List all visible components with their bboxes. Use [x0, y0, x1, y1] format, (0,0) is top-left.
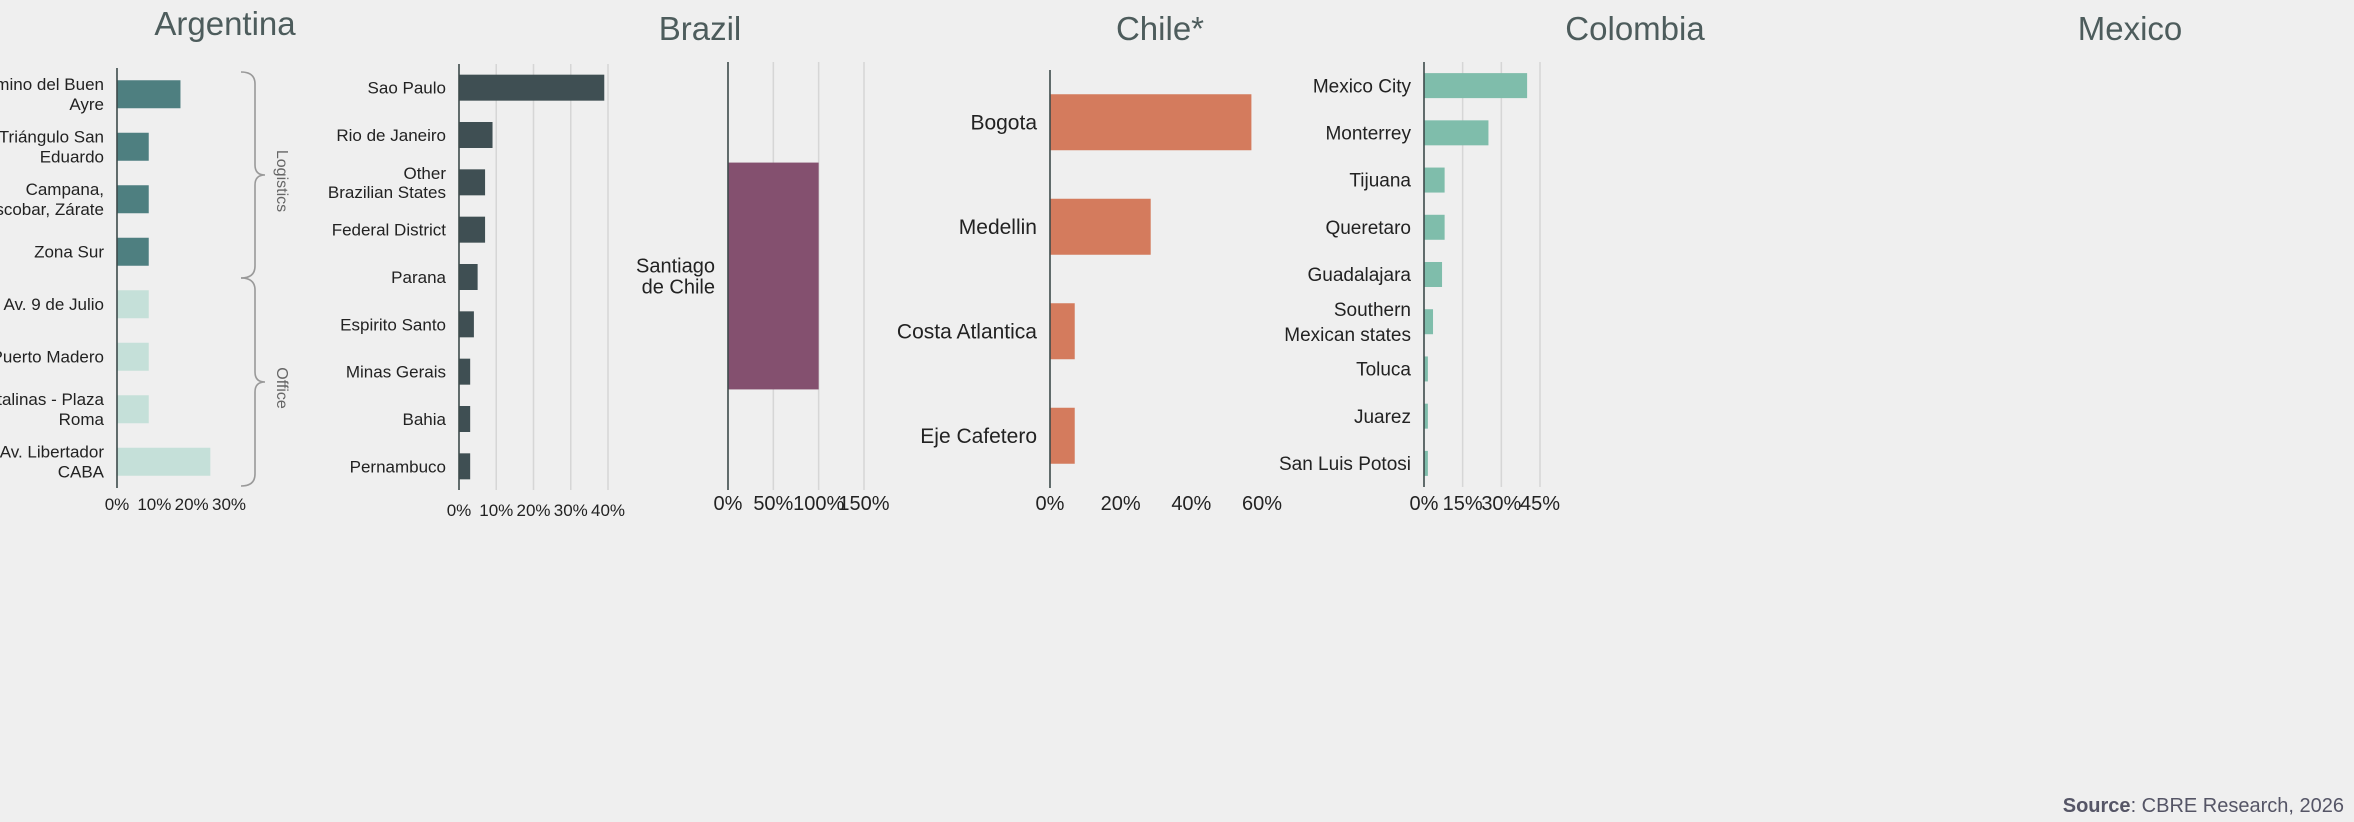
chile-tick-label: 100%: [793, 493, 844, 515]
argentina-bar: [117, 447, 211, 476]
argentina-category-label: Zona Sur: [34, 243, 104, 262]
panel-title-argentina: Argentina: [154, 5, 296, 42]
brazil-bar: [459, 264, 478, 290]
mexico-bar: [1424, 356, 1428, 382]
colombia-category-label: Eje Cafetero: [920, 425, 1037, 448]
colombia-bar: [1050, 407, 1075, 464]
mexico-category-label: Mexico City: [1313, 76, 1412, 97]
brazil-category-label: Rio de Janeiro: [336, 126, 446, 145]
mexico-category-label: Monterrey: [1325, 123, 1411, 144]
mexico-bar: [1424, 214, 1445, 240]
argentina-bar: [117, 395, 149, 424]
mexico-category-label: Tijuana: [1349, 171, 1411, 192]
chile-tick-label: 50%: [753, 493, 793, 515]
mexico-tick-label: 15%: [1443, 493, 1483, 515]
brazil-bar: [459, 406, 471, 432]
brazil-category-label: Pernambuco: [350, 457, 446, 476]
mexico-bar: [1424, 403, 1428, 429]
argentina-group-bracket: [240, 71, 266, 279]
argentina-category-label: Campana,Escobar, Zárate: [0, 180, 104, 219]
chile-tick-label: 0%: [714, 493, 743, 515]
argentina-group-label: Logistics: [273, 150, 290, 212]
colombia-tick-label: 20%: [1101, 493, 1141, 515]
mexico-category-label: Juarez: [1354, 407, 1411, 428]
brazil-bar: [459, 169, 486, 196]
panel-title-colombia: Colombia: [1565, 10, 1705, 47]
colombia-category-label: Costa Atlantica: [897, 321, 1037, 344]
colombia-category-label: Bogota: [970, 112, 1037, 135]
mexico-tick-label: 0%: [1410, 493, 1439, 515]
brazil-bar: [459, 453, 471, 480]
argentina-tick-label: 20%: [175, 495, 209, 514]
panel-title-brazil: Brazil: [658, 10, 742, 47]
brazil-category-label: Federal District: [332, 221, 447, 240]
mexico-bar: [1424, 450, 1428, 476]
argentina-tick-label: 0%: [105, 495, 130, 514]
argentina-bar: [117, 80, 181, 109]
brazil-category-label: Parana: [391, 268, 446, 287]
brazil-bar: [459, 358, 471, 385]
colombia-tick-label: 60%: [1242, 493, 1282, 515]
argentina-tick-label: 10%: [137, 495, 171, 514]
brazil-category-label: Minas Gerais: [346, 363, 446, 382]
argentina-bar: [117, 237, 149, 266]
brazil-category-label: Bahia: [403, 410, 447, 429]
brazil-category-label: Sao Paulo: [368, 79, 446, 98]
source-label: Source: [2062, 795, 2131, 817]
brazil-category-label: Other Brazilian States: [328, 164, 446, 202]
argentina-bar: [117, 342, 149, 371]
mexico-bar: [1424, 73, 1528, 99]
brazil-tick-label: 40%: [591, 501, 625, 520]
mexico-category-label: Southern Mexican states: [1284, 300, 1411, 346]
argentina-category-label: Puerto Madero: [0, 348, 104, 367]
panel-title-mexico: Mexico: [2077, 10, 2183, 47]
mexico-bar: [1424, 120, 1489, 146]
brazil-tick-label: 30%: [554, 501, 588, 520]
mexico-bar: [1424, 262, 1443, 287]
argentina-bar: [117, 290, 149, 319]
colombia-category-label: Medellin: [959, 216, 1037, 239]
brazil-bar: [459, 216, 486, 243]
brazil-bar: [459, 311, 474, 338]
brazil-tick-label: 0%: [447, 501, 472, 520]
argentina-bar: [117, 185, 149, 214]
argentina-category-label: Av. 9 de Julio: [4, 295, 105, 314]
mexico-category-label: Queretaro: [1325, 218, 1411, 239]
argentina-tick-label: 30%: [212, 495, 246, 514]
mexico-category-label: San Luis Potosi: [1279, 454, 1411, 475]
source-note: Source: CBRE Research, 2026: [2063, 795, 2344, 818]
colombia-bar: [1050, 303, 1075, 360]
argentina-group-bracket: [240, 277, 266, 487]
argentina-bar: [117, 132, 149, 161]
mexico-tick-label: 45%: [1520, 493, 1560, 515]
brazil-tick-label: 10%: [479, 501, 513, 520]
mexico-category-label: Toluca: [1356, 360, 1411, 381]
brazil-bar: [459, 122, 493, 148]
argentina-category-label: Triángulo San Eduardo: [0, 128, 104, 167]
colombia-tick-label: 0%: [1036, 493, 1065, 515]
source-text: : CBRE Research, 2026: [2130, 795, 2344, 817]
mexico-category-label: Guadalajara: [1307, 265, 1411, 286]
chile-bar: [728, 162, 819, 390]
chile-tick-label: 150%: [838, 493, 889, 515]
brazil-category-label: Espirito Santo: [340, 315, 446, 334]
mexico-bar: [1424, 167, 1445, 193]
chile-category-label: Santiago de Chile: [636, 256, 715, 299]
argentina-category-label: Av. Libertador CABA: [0, 443, 105, 482]
colombia-tick-label: 40%: [1171, 493, 1211, 515]
colombia-bar: [1050, 198, 1151, 255]
brazil-tick-label: 20%: [516, 501, 550, 520]
colombia-bar: [1050, 94, 1252, 151]
mexico-tick-label: 30%: [1481, 493, 1521, 515]
argentina-group-label: Office: [273, 367, 290, 409]
brazil-bar: [459, 74, 605, 101]
mexico-bar: [1424, 309, 1434, 335]
panel-title-chile: Chile*: [1115, 10, 1205, 47]
